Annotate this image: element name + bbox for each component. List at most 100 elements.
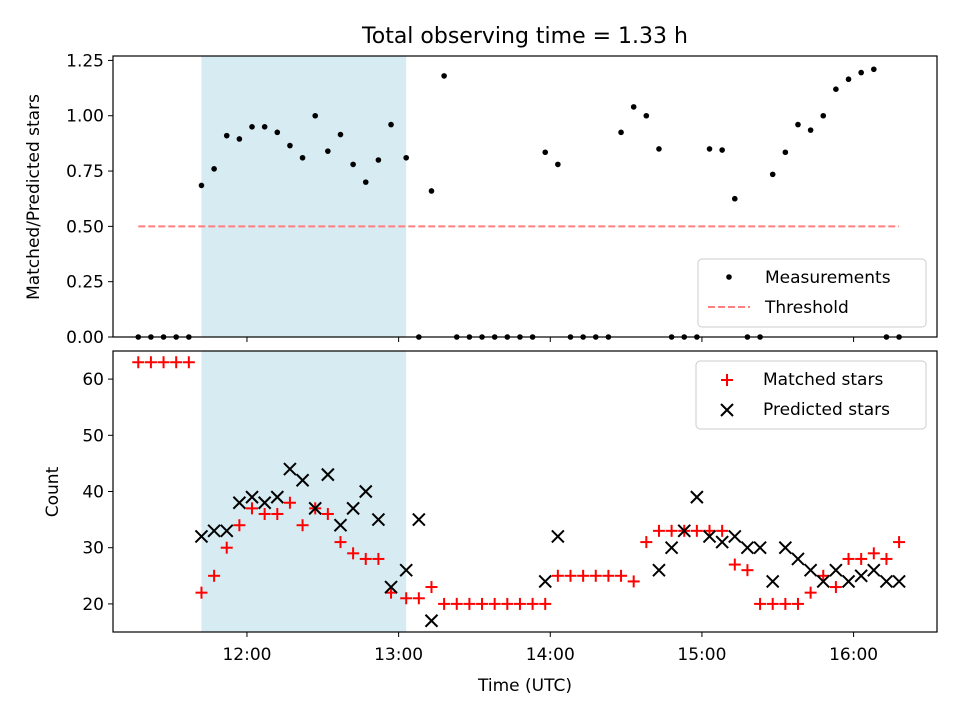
measurement-point bbox=[706, 146, 713, 152]
matched-point bbox=[728, 558, 741, 571]
bottom-x-ticks: 12:00 13:00 14:00 15:00 16:00 bbox=[222, 632, 878, 665]
predicted-point bbox=[295, 473, 310, 487]
matched-point bbox=[296, 519, 309, 532]
predicted-point-b bbox=[892, 574, 906, 589]
matched-point bbox=[359, 552, 372, 565]
predicted-point bbox=[232, 496, 247, 510]
matched-point bbox=[703, 524, 716, 537]
matched-point bbox=[589, 569, 602, 582]
measurement-point bbox=[261, 124, 268, 130]
matched-point bbox=[842, 552, 855, 565]
predicted-point-b bbox=[424, 614, 439, 628]
matched-point bbox=[855, 552, 868, 565]
predicted-point-b bbox=[702, 529, 717, 544]
measurement-point bbox=[428, 188, 435, 194]
top-y-ticks: 0.00 0.25 0.50 0.75 1.00 1.25 bbox=[66, 51, 113, 348]
matched-point bbox=[400, 592, 413, 605]
predicted-point bbox=[816, 574, 830, 589]
predicted-point bbox=[702, 529, 717, 544]
y-tick-label: 50 bbox=[82, 426, 104, 446]
legend-predicted-marker bbox=[720, 403, 734, 417]
matched-point bbox=[170, 356, 183, 369]
predicted-point bbox=[791, 552, 805, 566]
top-x-ticks bbox=[246, 337, 855, 342]
predicted-point-b bbox=[399, 563, 413, 577]
predicted-point bbox=[728, 529, 742, 544]
predicted-point-b bbox=[333, 518, 348, 532]
matched-point bbox=[385, 586, 398, 599]
matched-point bbox=[283, 496, 296, 509]
predicted-point bbox=[257, 496, 272, 510]
y-tick-label: 0.25 bbox=[66, 273, 104, 293]
x-tick-label: 13:00 bbox=[374, 645, 423, 665]
legend-measurements-label: Measurements bbox=[765, 268, 891, 288]
predicted-point-b bbox=[652, 563, 666, 577]
predicted-point bbox=[740, 540, 755, 555]
predicted-point bbox=[652, 563, 666, 577]
matched-point bbox=[539, 597, 552, 610]
bottom-shaded-region bbox=[201, 351, 407, 632]
predicted-point-b bbox=[321, 467, 335, 482]
measurement-point bbox=[795, 121, 801, 128]
matched-point bbox=[412, 592, 425, 605]
predicted-point-b bbox=[359, 484, 373, 499]
measurement-point bbox=[618, 129, 624, 136]
y-tick-label: 40 bbox=[82, 483, 104, 503]
predicted-point bbox=[371, 512, 386, 527]
predicted-point bbox=[384, 580, 398, 594]
matched-point bbox=[334, 536, 347, 549]
y-tick-label: 0.75 bbox=[66, 162, 104, 182]
matched-point bbox=[602, 569, 615, 582]
matched-point bbox=[258, 507, 271, 520]
legend-measurements-marker bbox=[726, 274, 732, 280]
matched-point bbox=[246, 502, 259, 515]
matched-point bbox=[817, 569, 830, 582]
predicted-point-b bbox=[715, 535, 729, 549]
y-tick-label: 30 bbox=[82, 539, 104, 559]
measurement-point bbox=[388, 121, 394, 128]
predicted-point bbox=[270, 490, 285, 504]
predicted-point bbox=[333, 518, 348, 532]
measurement-point bbox=[782, 149, 789, 156]
matched-point bbox=[779, 597, 792, 610]
predicted-point bbox=[194, 529, 209, 544]
predicted-point bbox=[753, 540, 767, 555]
predicted-point-b bbox=[232, 496, 247, 510]
measurement-point bbox=[325, 148, 331, 154]
predicted-point bbox=[854, 569, 868, 583]
top-y-axis-label: Matched/Predicted stars bbox=[24, 94, 44, 300]
x-axis-label: Time (UTC) bbox=[477, 676, 572, 696]
predicted-point-b bbox=[308, 501, 322, 516]
matched-point bbox=[347, 547, 360, 560]
predicted-point-b bbox=[295, 473, 310, 487]
matched-point bbox=[741, 564, 754, 577]
matched-point bbox=[438, 597, 451, 610]
predicted-point-b bbox=[829, 563, 843, 577]
measurement-point bbox=[656, 146, 662, 152]
predicted-point bbox=[841, 574, 856, 589]
measurement-point bbox=[630, 104, 637, 110]
matched-point bbox=[754, 597, 767, 610]
measurement-point bbox=[807, 127, 814, 133]
predicted-point bbox=[551, 529, 565, 544]
bottom-legend: Matched stars Predicted stars bbox=[695, 360, 927, 430]
predicted-point-b bbox=[854, 569, 868, 583]
matched-point bbox=[867, 547, 880, 560]
x-tick-label: 15:00 bbox=[677, 645, 726, 665]
matched-point bbox=[665, 524, 678, 537]
predicted-point-b bbox=[765, 574, 780, 589]
legend-matched-marker bbox=[721, 374, 733, 386]
predicted-point bbox=[778, 540, 793, 555]
measurement-point bbox=[211, 166, 217, 172]
matched-point bbox=[513, 597, 526, 610]
measurement-point bbox=[845, 76, 852, 83]
matched-point bbox=[195, 586, 208, 599]
matched-point bbox=[551, 569, 564, 582]
measurement-point bbox=[312, 112, 319, 119]
predicted-point bbox=[308, 501, 322, 516]
measurement-point bbox=[769, 171, 776, 178]
top-axes-frame bbox=[112, 55, 938, 338]
measurement-point bbox=[643, 112, 650, 119]
predicted-point-b bbox=[207, 524, 221, 538]
matched-point bbox=[690, 524, 703, 537]
